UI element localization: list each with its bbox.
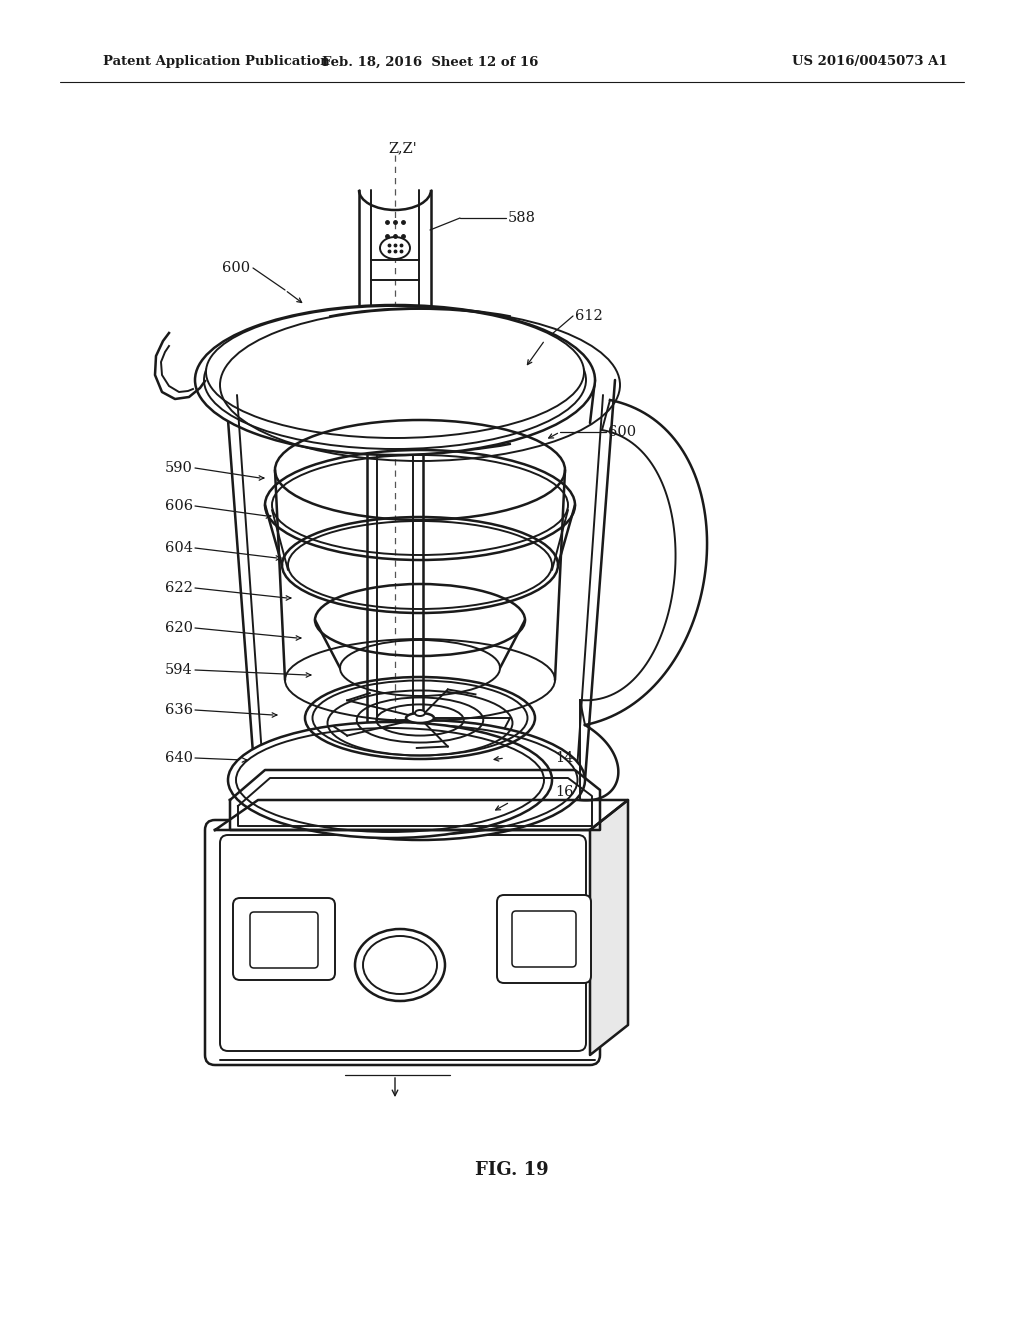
Ellipse shape: [415, 710, 425, 715]
Ellipse shape: [206, 306, 584, 438]
FancyBboxPatch shape: [250, 912, 318, 968]
Text: 612: 612: [575, 309, 603, 323]
Text: Feb. 18, 2016  Sheet 12 of 16: Feb. 18, 2016 Sheet 12 of 16: [322, 55, 539, 69]
FancyBboxPatch shape: [205, 820, 600, 1065]
Text: 590: 590: [165, 461, 193, 475]
Text: 604: 604: [165, 541, 193, 554]
Text: 600: 600: [608, 425, 636, 440]
Polygon shape: [230, 770, 600, 830]
FancyBboxPatch shape: [233, 898, 335, 979]
Text: 16: 16: [555, 785, 573, 799]
Polygon shape: [215, 800, 628, 830]
Text: 588: 588: [508, 211, 536, 224]
Ellipse shape: [380, 238, 410, 259]
Polygon shape: [590, 800, 628, 1055]
Ellipse shape: [255, 719, 585, 840]
Text: 594: 594: [165, 663, 193, 677]
Text: 600: 600: [222, 261, 250, 275]
Polygon shape: [215, 830, 590, 1055]
Ellipse shape: [406, 713, 434, 723]
Ellipse shape: [236, 729, 544, 832]
Ellipse shape: [262, 725, 578, 836]
FancyBboxPatch shape: [512, 911, 575, 968]
Text: 606: 606: [165, 499, 193, 513]
Text: Patent Application Publication: Patent Application Publication: [103, 55, 330, 69]
FancyBboxPatch shape: [220, 836, 586, 1051]
Text: 14: 14: [555, 751, 573, 766]
Ellipse shape: [355, 929, 445, 1001]
Polygon shape: [120, 305, 215, 445]
Text: 640: 640: [165, 751, 193, 766]
Ellipse shape: [362, 936, 437, 994]
Text: 620: 620: [165, 620, 193, 635]
Text: 636: 636: [165, 704, 193, 717]
Ellipse shape: [228, 722, 552, 838]
Text: US 2016/0045073 A1: US 2016/0045073 A1: [793, 55, 948, 69]
Ellipse shape: [204, 312, 586, 449]
Text: FIG. 19: FIG. 19: [475, 1162, 549, 1179]
FancyBboxPatch shape: [497, 895, 591, 983]
Ellipse shape: [195, 305, 595, 455]
Text: Z,Z': Z,Z': [388, 141, 417, 154]
Text: 622: 622: [165, 581, 193, 595]
